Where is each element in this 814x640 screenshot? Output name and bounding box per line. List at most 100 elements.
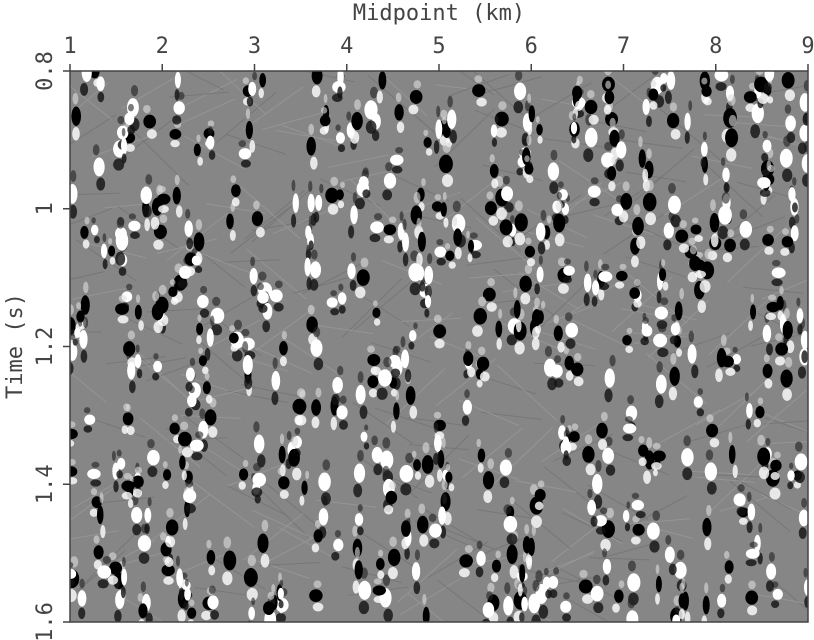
streak <box>540 268 602 328</box>
blob <box>121 127 126 137</box>
streak <box>215 91 277 144</box>
blob <box>311 543 320 553</box>
streak <box>249 558 310 579</box>
blob <box>587 488 593 499</box>
blob <box>371 446 383 464</box>
blob <box>627 573 641 592</box>
streak <box>760 494 808 516</box>
blob <box>543 567 549 576</box>
x-tick-label: 5 <box>432 34 445 59</box>
blob <box>153 360 163 373</box>
blob <box>162 469 172 481</box>
blob <box>602 574 610 586</box>
streak <box>94 496 155 505</box>
blob <box>676 549 685 560</box>
blob <box>723 182 730 193</box>
blob <box>279 489 289 499</box>
blob <box>147 439 155 449</box>
blob <box>116 449 122 457</box>
blob <box>519 275 532 293</box>
blob <box>615 159 624 172</box>
blob <box>111 450 116 461</box>
blob <box>646 437 653 449</box>
blob <box>540 209 547 221</box>
streak <box>225 133 287 155</box>
blob <box>794 441 803 452</box>
blob <box>531 515 542 528</box>
blob <box>435 119 443 140</box>
blob <box>246 587 258 602</box>
blob <box>91 461 100 468</box>
blob <box>704 248 713 260</box>
blob <box>250 285 258 297</box>
blob <box>547 162 560 181</box>
blob <box>522 551 527 563</box>
blob <box>769 487 781 500</box>
blob <box>418 503 426 515</box>
blob <box>413 459 421 471</box>
blob <box>801 154 808 173</box>
blob <box>602 548 608 558</box>
blob <box>70 466 78 477</box>
blob <box>565 338 576 349</box>
blob <box>295 414 307 426</box>
blob <box>771 278 783 287</box>
blob <box>638 149 646 168</box>
blob <box>358 600 370 615</box>
blob <box>127 103 134 112</box>
blob <box>413 322 418 330</box>
blob <box>352 525 358 537</box>
blob <box>797 142 807 155</box>
blob <box>733 493 746 507</box>
blob <box>772 588 783 600</box>
blob <box>358 580 372 600</box>
streak <box>632 521 693 539</box>
blob <box>452 200 461 213</box>
blob <box>757 397 764 405</box>
streak <box>392 312 453 358</box>
blob <box>140 581 147 593</box>
blob <box>780 248 790 256</box>
blob <box>445 471 453 483</box>
blob <box>782 228 789 235</box>
blob <box>565 370 574 381</box>
streak <box>497 321 558 349</box>
blob <box>799 124 808 142</box>
blob <box>626 327 633 334</box>
blob <box>600 263 610 271</box>
blob <box>433 411 442 419</box>
blob <box>144 523 150 535</box>
blob <box>382 574 391 587</box>
blob <box>656 291 662 304</box>
blob <box>307 193 315 213</box>
blob <box>553 314 560 324</box>
blob <box>528 593 541 614</box>
blob <box>102 556 112 564</box>
blob <box>382 465 390 477</box>
blob <box>382 58 387 69</box>
blob <box>423 129 429 137</box>
blob <box>458 568 470 578</box>
blob <box>417 231 426 252</box>
blob <box>434 246 447 258</box>
blob <box>373 595 385 603</box>
blob <box>626 501 631 509</box>
blob <box>140 186 152 205</box>
blob <box>330 308 340 316</box>
streak <box>70 271 105 281</box>
blob <box>728 114 737 127</box>
blob <box>553 567 560 575</box>
blob <box>563 258 571 265</box>
blob <box>674 301 683 321</box>
streak <box>763 420 808 425</box>
blob <box>441 437 446 449</box>
blob <box>199 408 206 419</box>
blob <box>445 250 455 261</box>
blob <box>788 462 794 470</box>
blob <box>174 71 181 89</box>
blob <box>89 508 99 517</box>
blob <box>476 438 481 448</box>
blob <box>442 125 451 139</box>
blob <box>100 525 106 539</box>
